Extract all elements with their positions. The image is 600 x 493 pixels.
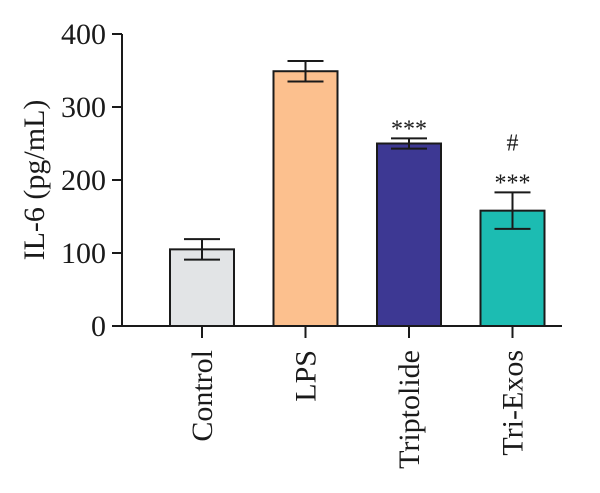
significance-mark: *** [495,170,531,196]
x-tick-label-control: Control [186,350,219,442]
x-tick-label-lps: LPS [290,350,323,402]
y-tick-label: 0 [91,310,106,343]
y-axis: 0 100 200 300 400 [61,18,123,343]
significance-mark: # [507,130,519,156]
y-tick-label: 200 [61,164,106,197]
y-tick-label: 100 [61,237,106,270]
y-axis-label: IL-6 (pg/mL) [18,100,51,261]
bars: *** *** # [169,60,546,328]
x-tick-label-triptolide: Triptolide [393,350,426,469]
x-axis: Control LPS Triptolide Tri-Exos [122,325,562,469]
y-tick-label: 300 [61,91,106,124]
x-tick-label-tri-exos: Tri-Exos [497,350,530,456]
bar-lps [272,70,339,328]
bar-triptolide [376,142,442,327]
bar-control [169,248,235,328]
significance-mark: *** [391,116,427,142]
y-tick-label: 400 [61,18,106,51]
